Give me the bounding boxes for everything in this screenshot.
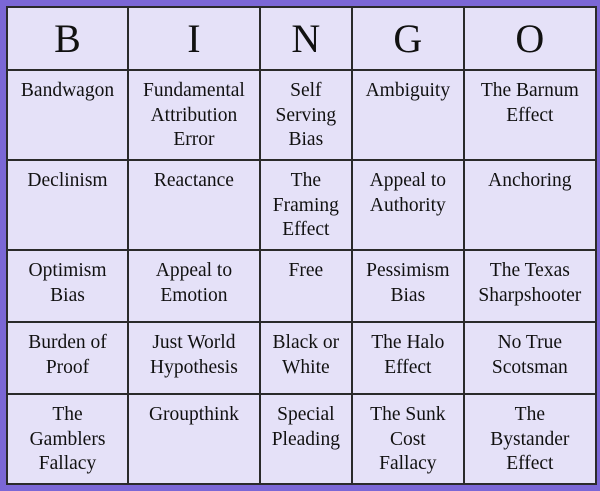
bingo-cell[interactable]: The Barnum Effect xyxy=(462,69,597,161)
bingo-cell[interactable]: Pessimism Bias xyxy=(350,249,465,323)
bingo-cell[interactable]: Anchoring xyxy=(462,159,597,251)
bingo-card: B I N G O Bandwagon Fundamental Attribut… xyxy=(6,6,597,485)
bingo-cell[interactable]: Bandwagon xyxy=(6,69,129,161)
bingo-row: Optimism Bias Appeal to Emotion Free Pes… xyxy=(6,249,597,323)
bingo-cell[interactable]: The Framing Effect xyxy=(258,159,353,251)
header-n: N xyxy=(258,6,353,71)
bingo-cell[interactable]: Self Serving Bias xyxy=(258,69,353,161)
bingo-cell[interactable]: Special Pleading xyxy=(258,393,353,485)
bingo-cell[interactable]: The Sunk Cost Fallacy xyxy=(350,393,465,485)
bingo-cell[interactable]: Burden of Proof xyxy=(6,321,129,395)
bingo-cell[interactable]: Declinism xyxy=(6,159,129,251)
bingo-cell[interactable]: The Gamblers Fallacy xyxy=(6,393,129,485)
bingo-cell[interactable]: Groupthink xyxy=(127,393,261,485)
bingo-row: Declinism Reactance The Framing Effect A… xyxy=(6,159,597,251)
bingo-cell[interactable]: Optimism Bias xyxy=(6,249,129,323)
header-b: B xyxy=(6,6,129,71)
bingo-cell[interactable]: Ambiguity xyxy=(350,69,465,161)
bingo-cell[interactable]: Fundamental Attribution Error xyxy=(127,69,261,161)
bingo-cell[interactable]: The Bystander Effect xyxy=(462,393,597,485)
header-i: I xyxy=(127,6,261,71)
bingo-cell[interactable]: Reactance xyxy=(127,159,261,251)
bingo-row: Burden of Proof Just World Hypothesis Bl… xyxy=(6,321,597,395)
free-cell[interactable]: Free xyxy=(258,249,353,323)
header-row: B I N G O xyxy=(6,6,597,71)
bingo-row: Bandwagon Fundamental Attribution Error … xyxy=(6,69,597,161)
header-o: O xyxy=(462,6,597,71)
bingo-cell[interactable]: Appeal to Authority xyxy=(350,159,465,251)
bingo-row: The Gamblers Fallacy Groupthink Special … xyxy=(6,393,597,485)
bingo-cell[interactable]: Just World Hypothesis xyxy=(127,321,261,395)
bingo-cell[interactable]: The Halo Effect xyxy=(350,321,465,395)
bingo-cell[interactable]: Appeal to Emotion xyxy=(127,249,261,323)
bingo-cell[interactable]: Black or White xyxy=(258,321,353,395)
bingo-cell[interactable]: The Texas Sharpshooter xyxy=(462,249,597,323)
header-g: G xyxy=(350,6,465,71)
bingo-cell[interactable]: No True Scotsman xyxy=(462,321,597,395)
